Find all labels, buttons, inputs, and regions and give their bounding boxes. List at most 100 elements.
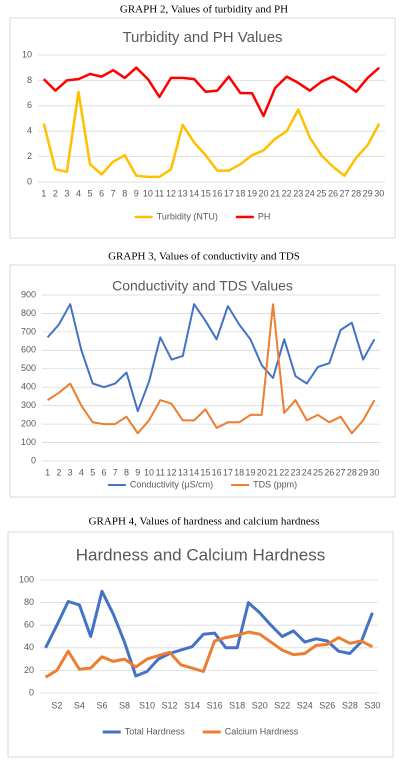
- x-tick-label: S26: [319, 700, 335, 710]
- x-tick-label: 5: [90, 467, 95, 477]
- x-tick-label: 25: [316, 188, 326, 198]
- x-tick-label: 7: [111, 188, 116, 198]
- y-tick-label: 80: [24, 597, 34, 607]
- chart-frame: [7, 531, 394, 758]
- x-tick-label: 28: [347, 467, 357, 477]
- y-tick-label: 40: [24, 642, 34, 652]
- x-tick-label: 20: [257, 467, 267, 477]
- chart-title: Turbidity and PH Values: [122, 29, 282, 46]
- x-tick-label: 27: [336, 467, 346, 477]
- x-tick-label: 22: [279, 467, 289, 477]
- chart-title: Hardness and Calcium Hardness: [76, 545, 325, 564]
- y-tick-label: 400: [21, 382, 36, 392]
- legend-label: Conductivity (µS/cm): [130, 479, 213, 489]
- y-tick-label: 0: [31, 455, 36, 465]
- x-tick-label: 30: [369, 467, 379, 477]
- x-tick-label: S24: [297, 700, 313, 710]
- x-tick-label: S6: [96, 700, 107, 710]
- x-tick-label: 17: [223, 467, 233, 477]
- x-tick-label: 10: [143, 188, 153, 198]
- x-tick-label: 30: [374, 188, 384, 198]
- x-tick-label: 1: [41, 188, 46, 198]
- x-tick-label: 16: [212, 188, 222, 198]
- x-tick-label: 26: [328, 188, 338, 198]
- chart-title: Conductivity and TDS Values: [112, 278, 293, 294]
- x-tick-label: S8: [119, 700, 130, 710]
- x-tick-label: 27: [340, 188, 350, 198]
- x-tick-label: S22: [274, 700, 290, 710]
- x-tick-label: 9: [134, 188, 139, 198]
- chart-frame: [9, 17, 396, 239]
- legend-label: Turbidity (NTU): [157, 211, 218, 221]
- x-tick-label: 2: [56, 467, 61, 477]
- x-tick-label: 9: [135, 467, 140, 477]
- data-line: [47, 303, 376, 435]
- x-tick-label: 24: [305, 188, 315, 198]
- x-tick-label: 12: [166, 188, 176, 198]
- y-tick-label: 0: [27, 176, 32, 186]
- y-tick-label: 900: [21, 289, 36, 299]
- x-tick-label: 6: [99, 188, 104, 198]
- x-tick-label: 1: [45, 467, 50, 477]
- x-tick-label: 21: [268, 467, 278, 477]
- x-tick-label: 8: [122, 188, 127, 198]
- y-tick-label: 8: [27, 75, 32, 85]
- x-tick-label: 10: [144, 467, 154, 477]
- legend-label: PH: [258, 211, 271, 221]
- data-line: [42, 90, 381, 179]
- data-line: [42, 66, 381, 118]
- y-tick-label: 2: [27, 151, 32, 161]
- x-tick-label: 3: [68, 467, 73, 477]
- x-tick-label: 13: [178, 188, 188, 198]
- x-tick-label: 23: [293, 188, 303, 198]
- y-tick-label: 100: [19, 574, 34, 584]
- x-tick-label: 24: [302, 467, 312, 477]
- x-tick-label: S10: [139, 700, 155, 710]
- x-tick-label: 18: [234, 467, 244, 477]
- y-tick-label: 10: [22, 49, 32, 59]
- x-tick-label: S30: [364, 700, 380, 710]
- y-tick-label: 100: [21, 437, 36, 447]
- x-tick-label: 21: [270, 188, 280, 198]
- x-tick-label: 3: [64, 188, 69, 198]
- x-tick-label: S20: [252, 700, 268, 710]
- x-tick-label: 20: [259, 188, 269, 198]
- x-tick-label: 15: [200, 467, 210, 477]
- caption: GRAPH 3, Values of conductivity and TDS: [108, 251, 300, 263]
- x-tick-label: 12: [167, 467, 177, 477]
- x-tick-label: 5: [88, 188, 93, 198]
- x-tick-label: 29: [363, 188, 373, 198]
- x-tick-label: 14: [189, 188, 199, 198]
- y-tick-label: 800: [21, 308, 36, 318]
- x-tick-label: 19: [245, 467, 255, 477]
- data-line: [44, 589, 374, 678]
- x-tick-label: 8: [124, 467, 129, 477]
- x-tick-label: 4: [79, 467, 84, 477]
- x-tick-label: 18: [235, 188, 245, 198]
- x-tick-label: S28: [342, 700, 358, 710]
- x-tick-label: 11: [156, 467, 165, 477]
- x-tick-label: S4: [74, 700, 85, 710]
- x-tick-label: 29: [358, 467, 368, 477]
- x-tick-label: S16: [207, 700, 223, 710]
- y-tick-label: 200: [21, 418, 36, 428]
- x-tick-label: 2: [53, 188, 58, 198]
- x-tick-label: S14: [184, 700, 200, 710]
- x-tick-label: S18: [229, 700, 245, 710]
- x-tick-label: 22: [282, 188, 292, 198]
- x-tick-label: S2: [51, 700, 62, 710]
- x-tick-label: 13: [178, 467, 188, 477]
- data-line: [46, 303, 376, 413]
- x-tick-label: 11: [155, 188, 164, 198]
- legend-label: Calcium Hardness: [225, 726, 299, 736]
- x-tick-label: 7: [113, 467, 118, 477]
- y-tick-label: 500: [21, 363, 36, 373]
- x-tick-label: 6: [101, 467, 106, 477]
- x-tick-label: 16: [212, 467, 222, 477]
- x-tick-label: 26: [324, 467, 334, 477]
- x-tick-label: 28: [351, 188, 361, 198]
- x-tick-label: 14: [189, 467, 199, 477]
- x-tick-label: 19: [247, 188, 257, 198]
- x-tick-label: 23: [290, 467, 300, 477]
